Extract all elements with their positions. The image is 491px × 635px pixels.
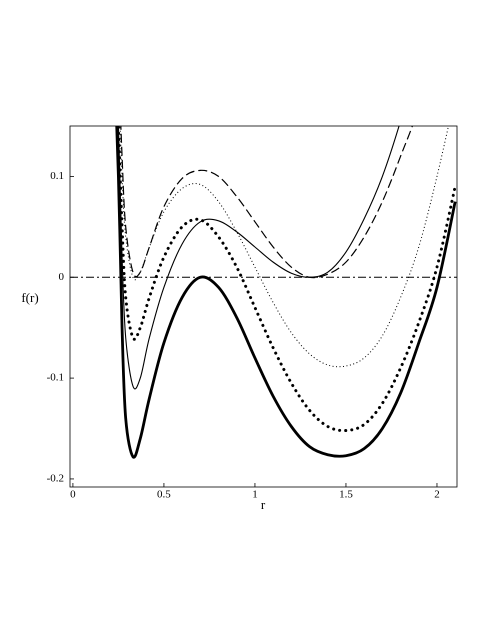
x-tick-label: 2 xyxy=(434,489,440,501)
y-tick-label: 0 xyxy=(59,271,65,283)
plot-frame xyxy=(69,125,458,488)
x-tick-label: 1.5 xyxy=(339,489,353,501)
y-tick-label: -0.2 xyxy=(47,472,64,484)
x-tick-label: 0.5 xyxy=(157,489,171,501)
curve xyxy=(120,126,413,279)
y-tick-label: 0.1 xyxy=(50,170,64,182)
curve xyxy=(116,126,457,433)
curve xyxy=(119,126,449,368)
x-tick-label: 1 xyxy=(252,489,258,501)
y-axis-label: f(r) xyxy=(21,290,38,305)
curve xyxy=(115,126,457,459)
curves xyxy=(70,126,457,459)
x-tick-label: 0 xyxy=(70,489,76,501)
curve xyxy=(117,126,400,390)
y-tick-label: -0.1 xyxy=(47,372,64,384)
x-axis-label: r xyxy=(261,497,266,512)
